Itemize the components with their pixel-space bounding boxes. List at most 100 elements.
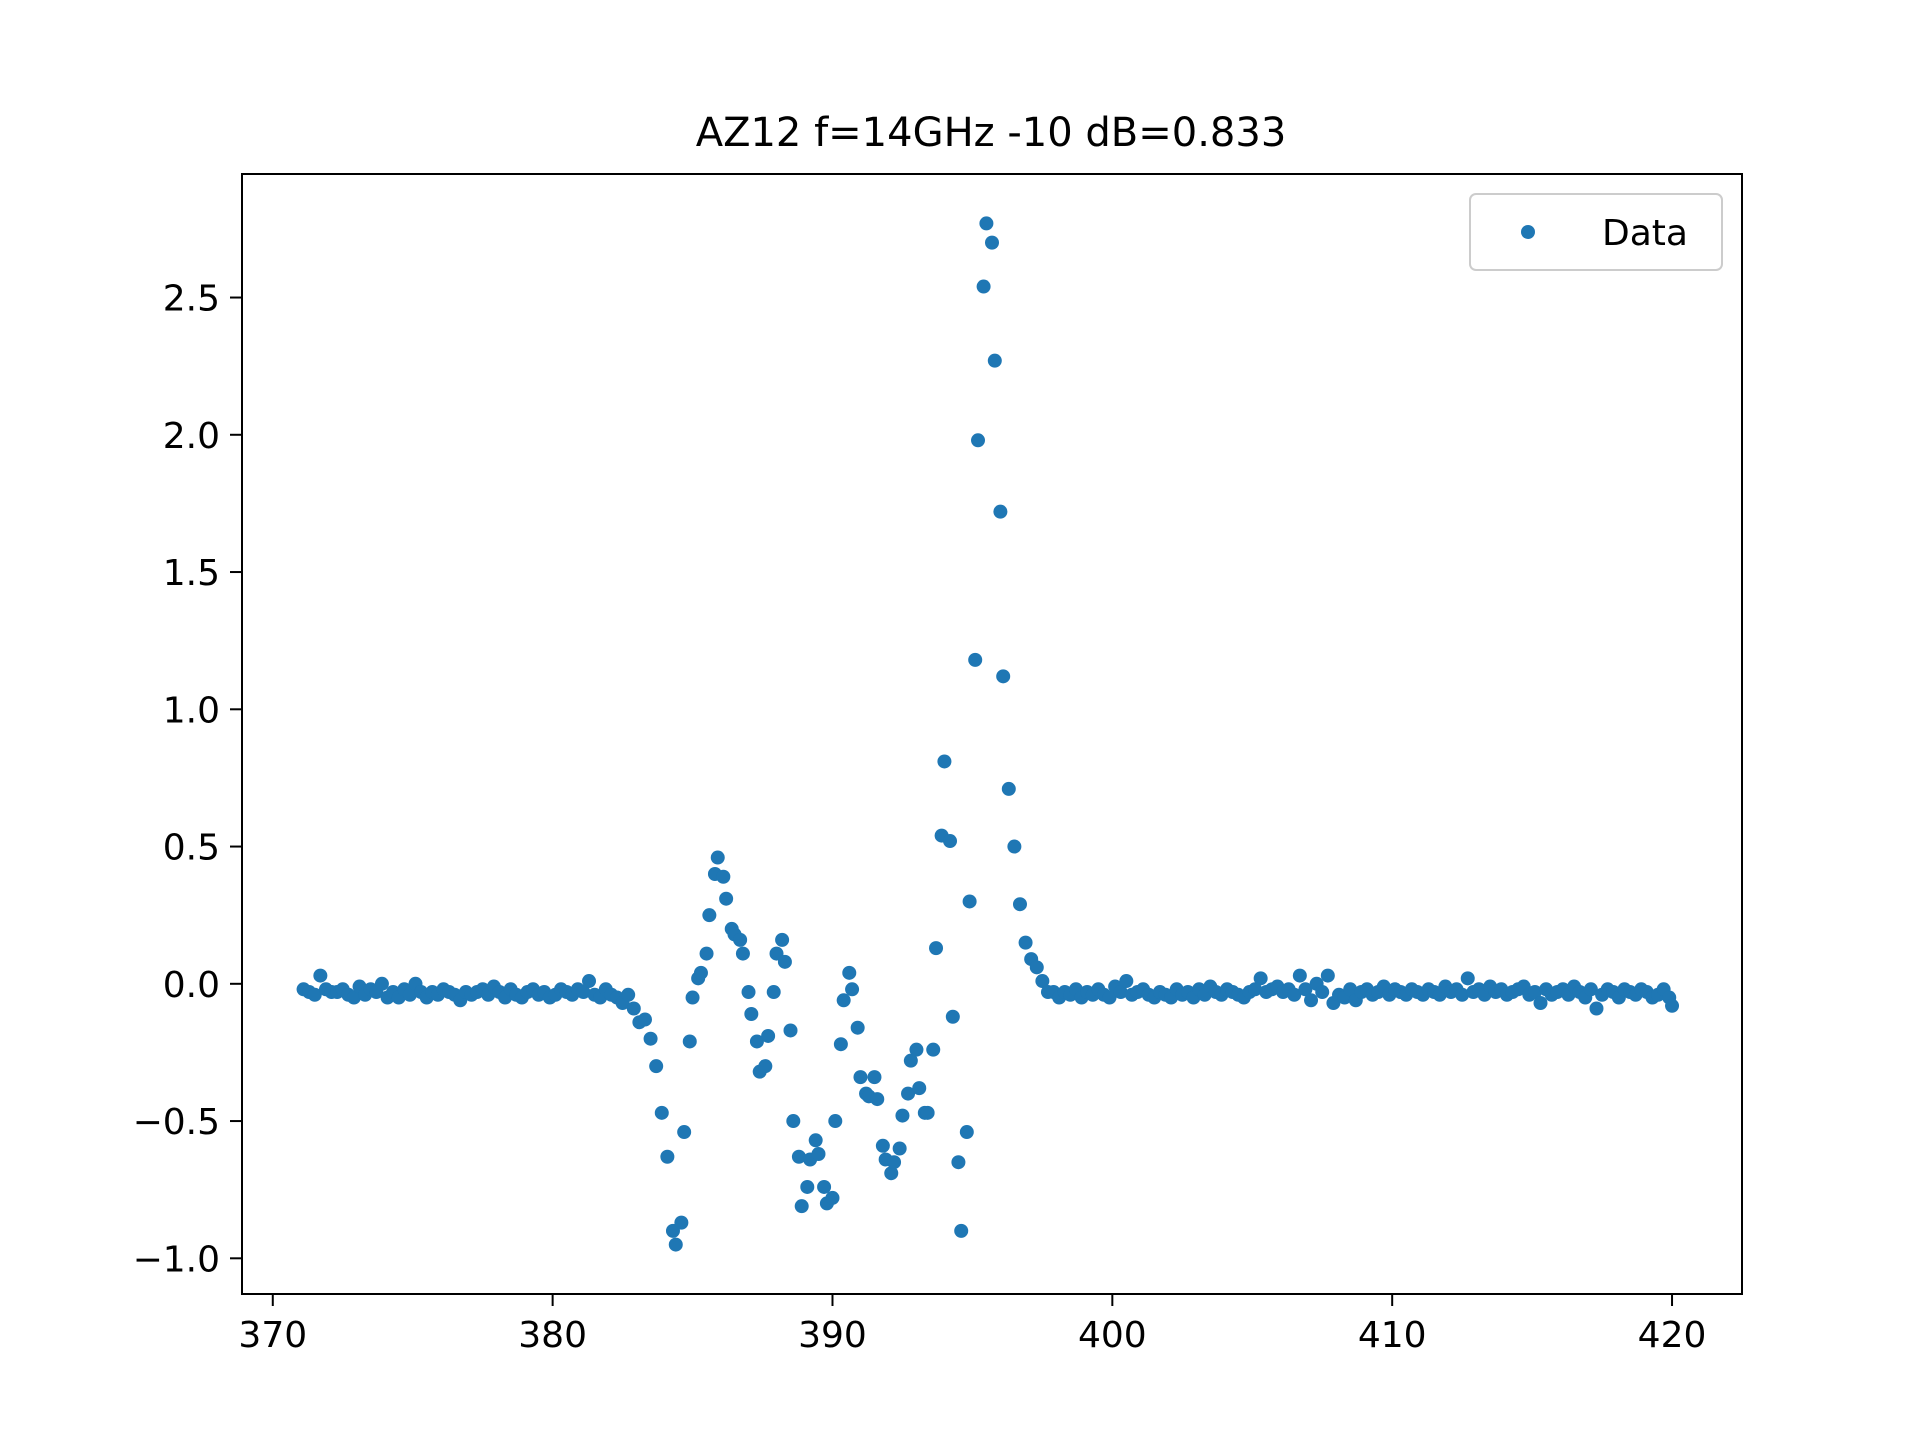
y-tick-label: 0.0 [163,965,220,1006]
data-point [943,834,958,849]
data-point [1583,982,1598,997]
data-point [853,1070,868,1085]
data-point [682,1034,697,1049]
data-point [987,353,1002,368]
data-point [346,990,361,1005]
data-point [791,1149,806,1164]
data-point [1343,982,1358,997]
data-point [1533,996,1548,1011]
data-point [892,1141,907,1156]
data-point [800,1179,815,1194]
data-point [749,1034,764,1049]
data-point [674,1215,689,1230]
x-tick-label: 370 [238,1315,307,1356]
data-point [693,965,708,980]
data-point [1113,985,1128,1000]
data-point [1018,935,1033,950]
y-tick-label: 1.0 [163,690,220,731]
data-point [1589,1001,1604,1016]
data-point [702,908,717,923]
data-point [842,965,857,980]
data-point [836,993,851,1008]
data-point [794,1199,809,1214]
data-point [1102,990,1117,1005]
data-point [937,754,952,769]
data-point [677,1125,692,1140]
data-point [828,1114,843,1129]
y-tick-label: 2.0 [163,416,220,457]
data-point [985,235,999,250]
data-point [1248,982,1263,997]
data-point [637,1012,652,1027]
data-point [979,216,994,231]
data-point [668,1237,683,1252]
data-point [783,1023,798,1038]
data-point [895,1108,910,1123]
data-point [1315,985,1330,1000]
data-point [867,1070,882,1085]
data-point [996,669,1011,684]
data-point [912,1081,927,1096]
data-point [1320,968,1335,983]
data-point [1029,960,1044,975]
data-point [926,1042,941,1057]
data-point [1012,897,1027,912]
data-point [719,891,734,906]
data-point [929,941,944,956]
data-point [875,1138,890,1153]
data-point [909,1042,924,1057]
data-point [903,1053,918,1068]
data-point [845,982,860,997]
legend-label: Data [1602,213,1688,254]
data-point [733,932,748,947]
x-tick-label: 380 [518,1315,587,1356]
chart-title: AZ12 f=14GHz -10 dB=0.833 [696,110,1287,156]
data-point [954,1223,969,1238]
data-point [735,946,750,961]
y-tick-label: −0.5 [133,1102,220,1143]
legend-box [1469,193,1723,271]
data-point [887,1155,902,1170]
data-point [968,652,983,667]
y-tick-label: 0.5 [163,828,220,869]
x-tick-label: 410 [1358,1315,1427,1356]
y-tick-label: −1.0 [133,1239,220,1280]
data-point [716,869,731,884]
data-point [962,894,977,909]
data-point [1527,985,1542,1000]
data-point [626,1001,641,1016]
data-point [758,1059,773,1074]
data-point [1298,982,1313,997]
data-point [685,990,700,1005]
y-tick-label: 1.5 [163,553,220,594]
data-point [777,954,792,969]
data-point [582,974,597,989]
data-point [825,1190,840,1205]
data-point [766,985,781,1000]
legend: Data [1469,193,1723,271]
data-point [1455,987,1470,1002]
data-point [699,946,714,961]
x-tick-label: 390 [798,1315,867,1356]
data-point [786,1114,801,1129]
data-point [402,987,417,1002]
data-point [959,1125,974,1140]
data-point [1287,987,1302,1002]
data-point [951,1155,966,1170]
data-point [945,1009,960,1024]
data-point [660,1149,675,1164]
data-point [374,976,389,991]
data-point [775,932,790,947]
data-point [744,1007,759,1021]
data-point [1292,968,1307,983]
data-point [621,987,636,1002]
data-point [971,433,986,448]
data-point [643,1031,658,1046]
data-point [901,1086,916,1101]
data-point [1460,971,1475,986]
data-point [654,1105,669,1120]
data-point [811,1147,826,1161]
data-point [884,1166,899,1181]
data-point [850,1020,865,1035]
